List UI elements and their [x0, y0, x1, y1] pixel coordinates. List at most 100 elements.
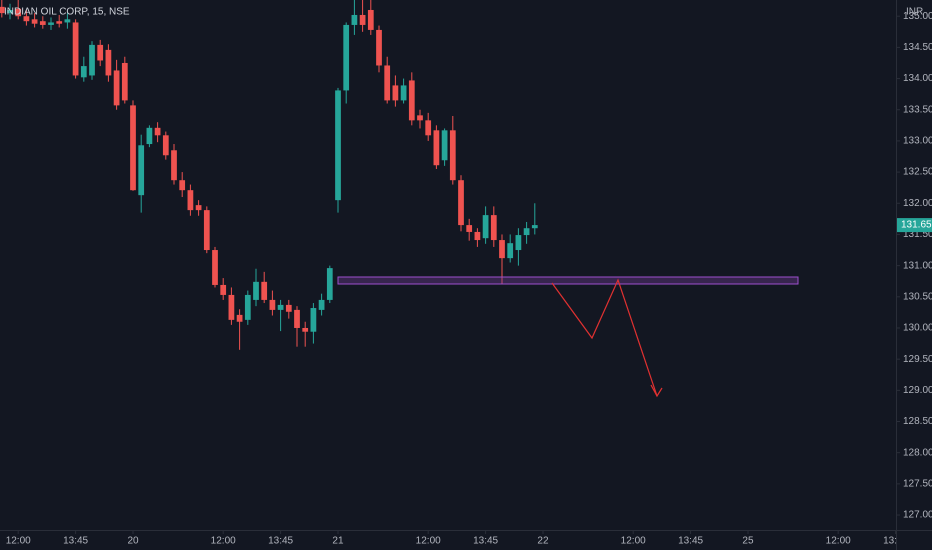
candle-body	[441, 130, 448, 161]
candle-body	[359, 14, 366, 25]
candle-body	[105, 49, 112, 76]
symbol-title: INDIAN OIL CORP, 15, NSE	[4, 7, 130, 18]
candle-body	[261, 281, 268, 300]
x-tick-label: 13:45	[268, 536, 293, 547]
projection-path	[551, 278, 658, 397]
candle-body	[482, 215, 489, 239]
x-tick-label: 25	[742, 536, 754, 547]
last-price-label: 131.65	[901, 220, 932, 231]
x-tick-label: 22	[537, 536, 549, 547]
candle-body	[56, 21, 63, 24]
candle-body	[130, 105, 136, 191]
y-tick-label: 127.00	[903, 510, 932, 521]
candle-body	[499, 240, 505, 259]
x-tick-label: 12:00	[416, 536, 441, 547]
y-tick-label: 131.50	[903, 229, 932, 240]
candle-body	[474, 231, 481, 241]
candle-body	[318, 299, 325, 310]
currency-label: INR	[906, 7, 923, 18]
y-tick-label: 133.50	[903, 104, 932, 115]
candle-body	[15, 8, 22, 17]
candle-body	[97, 44, 104, 61]
candle-body	[80, 66, 87, 78]
y-tick-label: 127.50	[903, 478, 932, 489]
arrow-head	[650, 384, 663, 398]
candle-body	[367, 9, 374, 30]
candle-body	[425, 120, 432, 136]
candle-body	[515, 235, 522, 251]
x-tick-label: 21	[332, 536, 344, 547]
candle-body	[507, 243, 514, 259]
candle-body	[171, 150, 177, 181]
x-tick-label: 13:45	[63, 536, 88, 547]
y-tick-label: 128.50	[903, 416, 932, 427]
candle-body	[400, 85, 407, 101]
candle-body	[187, 190, 194, 211]
candle-body	[195, 205, 202, 211]
candle-body	[302, 327, 309, 332]
y-tick-label: 134.00	[903, 73, 932, 84]
candle-body	[310, 308, 317, 332]
candle-body	[244, 294, 251, 320]
candle-body	[294, 309, 300, 328]
candle-body	[162, 135, 169, 156]
candle-body	[384, 65, 391, 101]
x-tick-label: 12:00	[826, 536, 851, 547]
axes: 127.00 127.50 128.00 128.50 129.00 129.50 130.…	[17, 11, 932, 534]
zone-rectangle	[337, 276, 799, 285]
y-tick-label: 130.50	[903, 291, 932, 302]
candle-body	[490, 215, 497, 241]
candle-body	[417, 115, 423, 121]
candle-body	[343, 24, 350, 91]
x-tick-label: 12:00	[211, 536, 236, 547]
candle-body	[31, 19, 38, 24]
x-tick-label: 20	[127, 536, 139, 547]
y-tick-label: 132.50	[903, 167, 932, 178]
candle-body	[7, 9, 13, 14]
y-tick-label: 133.00	[903, 136, 932, 147]
candle-body	[285, 304, 292, 312]
x-tick-label: 13:45	[678, 536, 703, 547]
y-tick-label: 131.00	[903, 260, 932, 271]
candle-body	[64, 19, 71, 23]
y-tick-label: 132.00	[903, 198, 932, 209]
candle-body	[154, 127, 161, 136]
candle-body	[458, 180, 464, 226]
candle-body	[326, 268, 333, 300]
candle-body	[89, 44, 95, 76]
candle-body	[408, 80, 415, 121]
candle-body	[269, 299, 276, 310]
candle-body	[121, 62, 128, 101]
candle-body	[0, 6, 5, 14]
x-tick-label: 13:45	[473, 536, 498, 547]
candle-body	[212, 250, 218, 285]
candle-body	[138, 145, 145, 196]
price-axis	[896, 0, 932, 550]
x-tick-label: 12:00	[621, 536, 646, 547]
candle-body	[39, 21, 46, 25]
candle-body	[179, 180, 186, 191]
candle-body	[236, 314, 243, 322]
candle-body	[113, 70, 120, 106]
candle-body	[220, 284, 227, 295]
candle-body	[351, 14, 358, 25]
candle-body	[335, 90, 341, 201]
x-tick-label: 13:45	[883, 536, 908, 547]
y-tick-label: 129.50	[903, 354, 932, 365]
candle-body	[523, 228, 530, 236]
last-price-box	[897, 218, 932, 233]
candle-body	[531, 225, 538, 229]
candle-body	[392, 85, 399, 101]
y-tick-label: 130.00	[903, 323, 932, 334]
y-tick-label: 128.00	[903, 447, 932, 458]
candle-body	[48, 22, 54, 25]
x-tick-label: 12:00	[6, 536, 31, 547]
candle-body	[228, 294, 235, 320]
candle-body	[72, 22, 79, 76]
y-tick-label: 135.00	[903, 11, 932, 22]
y-tick-label: 129.00	[903, 385, 932, 396]
y-tick-label: 134.50	[903, 42, 932, 53]
candle-body	[253, 281, 259, 300]
